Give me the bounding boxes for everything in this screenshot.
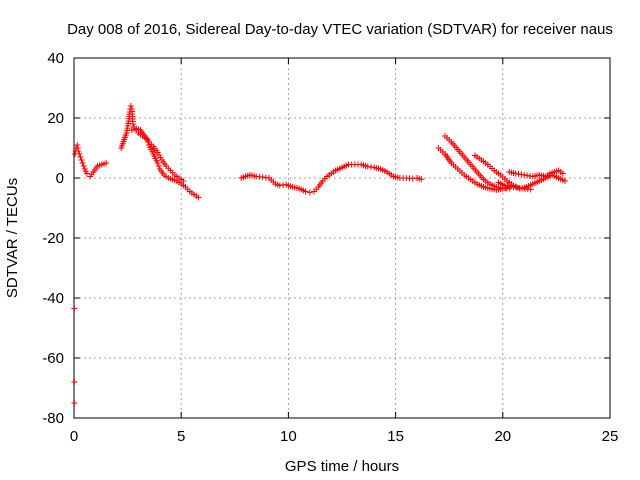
x-tick-label: 5 — [177, 428, 185, 445]
data-point — [302, 188, 309, 195]
data-point — [559, 170, 566, 177]
data-point — [155, 163, 162, 169]
data-point — [195, 194, 202, 201]
chart-title: Day 008 of 2016, Sidereal Day-to-day VTE… — [67, 21, 613, 38]
y-tick-label: 20 — [47, 110, 64, 127]
y-tick-label: 0 — [56, 170, 64, 187]
data-point — [129, 121, 136, 127]
data-point — [71, 379, 78, 385]
data-point — [154, 160, 161, 166]
data-point — [180, 178, 187, 184]
y-tick-label: -60 — [42, 350, 64, 367]
data-point — [74, 142, 81, 148]
data-point — [76, 151, 83, 157]
data-point — [71, 305, 78, 312]
data-point — [78, 157, 85, 163]
y-tick-label: -20 — [42, 230, 64, 247]
data-point — [80, 163, 87, 169]
data-point — [418, 176, 425, 183]
data-point — [527, 186, 534, 193]
y-axis-label: SDTVAR / TECUs — [4, 178, 21, 298]
data-point — [77, 154, 84, 160]
data-point — [79, 160, 86, 166]
data-point — [127, 103, 134, 109]
data-points — [71, 103, 568, 406]
data-point — [306, 189, 313, 196]
axis-ticks: 0 5 10 15 20 25 40 20 0 -20 -40 -60 -80 — [42, 50, 618, 445]
data-point — [561, 178, 568, 184]
data-point — [74, 145, 81, 151]
x-tick-label: 10 — [280, 428, 297, 445]
data-point — [103, 160, 110, 166]
grid — [74, 58, 610, 418]
y-tick-label: -80 — [42, 410, 64, 427]
y-tick-label: 40 — [47, 50, 64, 67]
y-tick-label: -40 — [42, 290, 64, 307]
data-point — [409, 175, 416, 182]
x-axis-label: GPS time / hours — [285, 458, 399, 475]
x-tick-label: 25 — [602, 428, 619, 445]
data-point — [83, 170, 90, 177]
x-tick-label: 15 — [387, 428, 404, 445]
x-tick-label: 0 — [70, 428, 78, 445]
data-point — [71, 400, 78, 406]
data-point — [75, 148, 82, 154]
x-tick-label: 20 — [494, 428, 511, 445]
